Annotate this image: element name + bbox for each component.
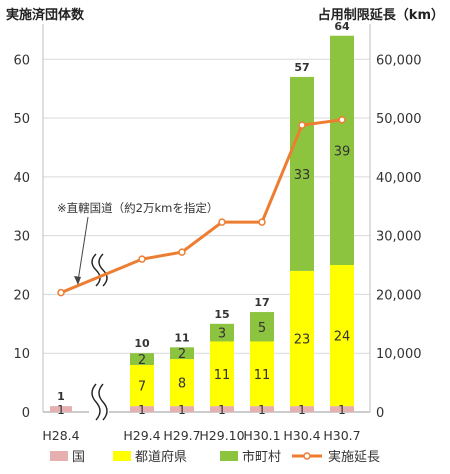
- bar-value-label: 1: [178, 403, 186, 417]
- bar-value-label: 1: [218, 403, 226, 417]
- bar-kuni: [130, 406, 154, 412]
- annotation: ※直轄国道（約2万kmを指定）: [57, 201, 218, 285]
- y-right-tick-label: 30,000: [376, 230, 422, 245]
- x-tick-label: H29.4: [123, 428, 160, 443]
- legend-label: 実施延長: [328, 449, 380, 465]
- bar-todofuken: [170, 359, 194, 407]
- bar-value-label: 39: [334, 144, 351, 159]
- y-left-tick-label: 30: [13, 230, 30, 245]
- bar-value-label: 1: [338, 403, 346, 417]
- bar-todofuken: [330, 265, 354, 407]
- legend-swatch: [113, 451, 131, 461]
- bar-shichoson: [130, 353, 154, 365]
- y-right-tick-label: 0: [376, 406, 384, 421]
- bar-total-label: 17: [254, 296, 269, 309]
- y-right-tick-label: 20,000: [376, 288, 422, 303]
- legend: 国 都道府県 市町村 実施延長: [50, 449, 380, 465]
- axis-break-mark: [98, 253, 108, 287]
- y-left-tick-label: 50: [13, 112, 30, 127]
- bar-value-label: 1: [258, 403, 266, 417]
- bar-shichoson: [250, 312, 274, 342]
- bar-value-label: 24: [334, 330, 351, 345]
- bar-total-label: 1: [57, 390, 65, 403]
- bar-shichoson: [290, 76, 314, 271]
- legend-swatch: [220, 451, 238, 461]
- bar-shichoson: [330, 35, 354, 266]
- bar-value-label: 1: [57, 403, 65, 417]
- line-point: [338, 116, 346, 124]
- line-point: [258, 218, 266, 226]
- y-right-tick-label: 60,000: [376, 53, 422, 68]
- y-right-tick-label: 10,000: [376, 347, 422, 362]
- bar-value-label: 2: [138, 353, 146, 368]
- bar-todofuken: [290, 270, 314, 407]
- x-tick-label: H30.7: [323, 428, 360, 443]
- bar-todofuken: [130, 364, 154, 407]
- x-tick-label: H30.4: [283, 428, 320, 443]
- bar-total-label: 15: [214, 308, 229, 321]
- bar-shichoson: [170, 347, 194, 360]
- bar-value-label: 11: [214, 368, 231, 383]
- axis-break-mark: [98, 383, 108, 421]
- y-left-axis-label: 実施済団体数: [6, 7, 85, 23]
- x-tick-label: H29.10: [199, 428, 244, 443]
- bar-kuni: [50, 406, 72, 412]
- bar-value-label: 23: [294, 333, 311, 348]
- line-point: [218, 218, 226, 226]
- bar-kuni: [170, 406, 194, 412]
- legend-swatch: [50, 451, 68, 461]
- bar-value-label: 33: [294, 168, 311, 183]
- line-series: [57, 116, 346, 297]
- bar-total-label: 10: [134, 337, 150, 350]
- line-point: [178, 248, 186, 256]
- y-right-tick-label: 50,000: [376, 112, 422, 127]
- bar-total-label: 11: [174, 331, 189, 344]
- line-point: [138, 255, 146, 263]
- bar-todofuken: [210, 341, 234, 407]
- bar-total-label: 57: [294, 61, 309, 74]
- line-point: [57, 288, 65, 297]
- axis-break-mark: [91, 383, 101, 421]
- annotation-arrowhead: [74, 276, 81, 285]
- bar-value-label: 3: [218, 327, 226, 342]
- bar-todofuken: [250, 341, 274, 407]
- bar-kuni: [290, 406, 314, 412]
- legend-label: 市町村: [242, 449, 281, 465]
- y-left-tick-label: 0: [22, 406, 30, 421]
- bar-shichoson: [210, 323, 234, 342]
- bar-kuni: [250, 406, 274, 412]
- bar-total-label: 64: [334, 20, 350, 33]
- y-right-axis-label: 占用制限延長（km）: [318, 7, 444, 23]
- x-tick-label: H29.7: [163, 428, 200, 443]
- legend-marker: [303, 452, 311, 460]
- bar-value-label: 7: [138, 380, 146, 395]
- line-point: [298, 121, 306, 129]
- annotation-text: ※直轄国道（約2万kmを指定）: [57, 201, 218, 215]
- y-right-tick-label: 40,000: [376, 171, 422, 186]
- y-left-tick-label: 20: [13, 288, 30, 303]
- y-left-tick-label: 40: [13, 171, 30, 186]
- bar-value-label: 1: [298, 403, 306, 417]
- bar-kuni: [330, 406, 354, 412]
- bar-value-label: 1: [138, 403, 146, 417]
- legend-label: 国: [72, 450, 85, 465]
- y-left-tick-label: 10: [13, 347, 30, 362]
- y-left-tick-label: 60: [13, 53, 30, 68]
- legend-label: 都道府県: [135, 450, 187, 465]
- axis-break-gap: [89, 384, 109, 420]
- x-tick-label: H28.4: [42, 428, 79, 443]
- bar-value-label: 8: [178, 377, 186, 392]
- x-tick-label: H30.1: [243, 428, 280, 443]
- bar-value-label: 11: [254, 368, 271, 383]
- axis-break-mark: [91, 253, 101, 287]
- annotation-arrow: [77, 216, 89, 282]
- bar-value-label: 5: [258, 321, 266, 336]
- bar-kuni: [210, 406, 234, 412]
- axes: 0 10 20 30 40 50 60 0 10,000 20,000 30,000 40,000 50…: [13, 24, 422, 443]
- bar-value-label: 2: [178, 347, 186, 362]
- bars: [50, 35, 354, 412]
